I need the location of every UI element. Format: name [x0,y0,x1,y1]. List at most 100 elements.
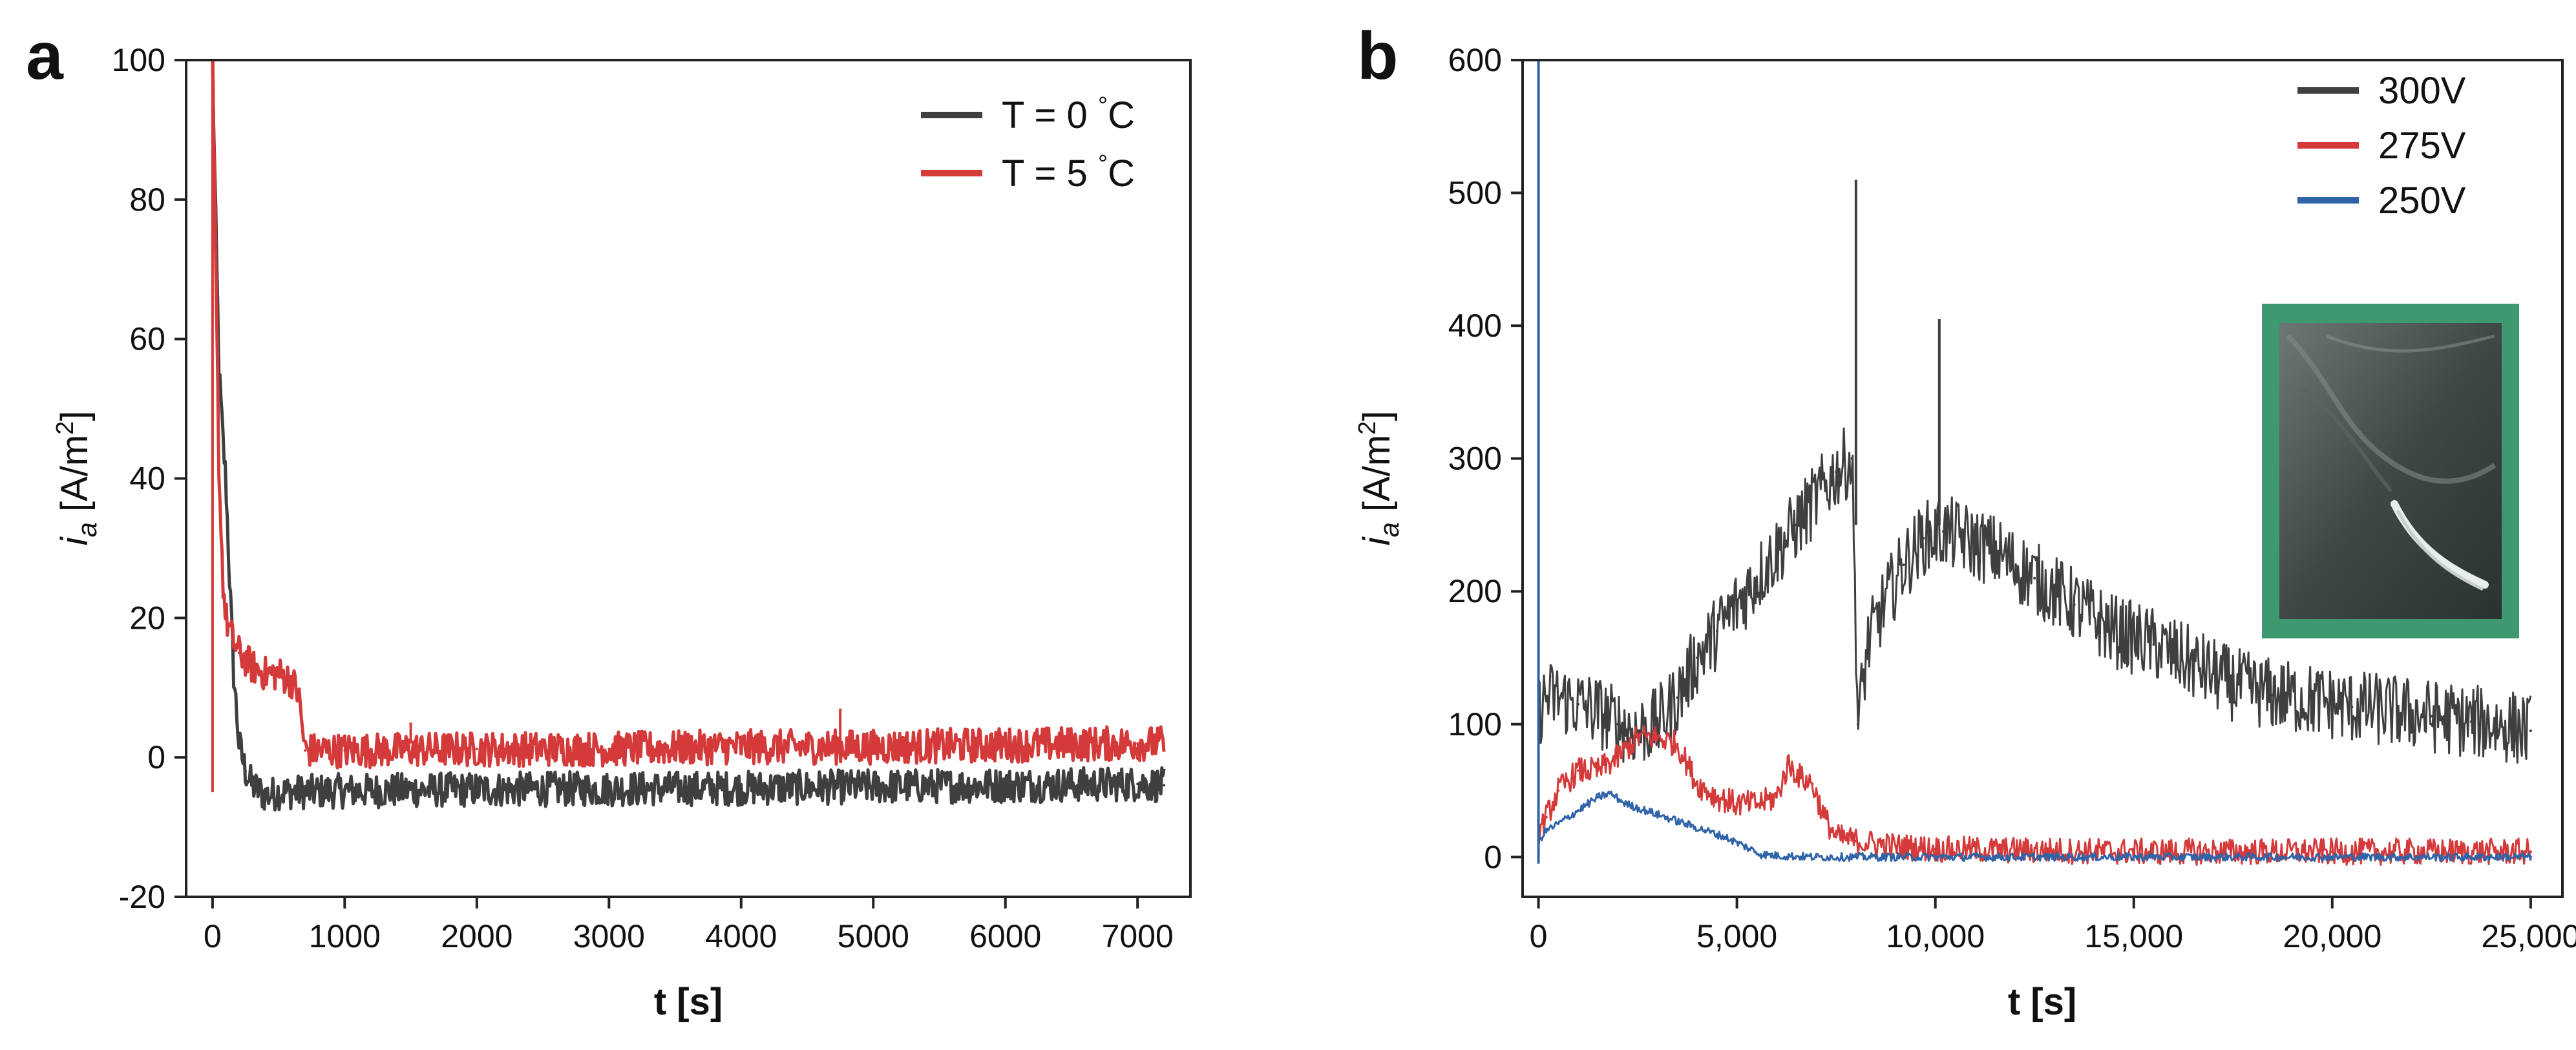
data-point [2113,629,2115,633]
data-point [739,786,743,790]
series-line [1538,790,2532,862]
data-point [1656,736,1659,739]
data-point [1163,742,1166,745]
data-point [228,582,231,585]
data-point [1676,742,1679,746]
data-point [1743,845,1746,848]
data-point [872,785,875,788]
data-point [1854,839,1857,843]
data-point [2033,576,2036,580]
data-point [475,748,478,751]
data-point [1664,815,1667,819]
data-point [1942,530,1945,533]
inset-crack-feature [2396,509,2484,591]
data-point [1902,563,1905,567]
x-tick-label: 3000 [573,918,645,954]
data-point [1755,803,1758,806]
data-point [1815,856,1818,859]
x-tick-label: 10,000 [1886,918,1985,954]
series-t-0-c [211,60,1166,812]
panel-b-y-axis-title: ia [A/m2] [1354,411,1404,546]
data-point [1735,803,1738,806]
panel-a-y-axis-title: ia [A/m2] [52,411,102,546]
inset-texture-ridge [2286,334,2497,484]
data-point [2390,709,2393,713]
y-tick-label: 500 [1448,175,1502,211]
data-point [1759,853,1762,856]
data-point [1545,815,1548,819]
y-tick-label: 40 [129,461,165,497]
data-point [1993,550,1996,553]
data-point [2350,706,2354,709]
x-tick-label: 5000 [838,918,909,954]
y-tick-label: 20 [129,600,165,636]
panel-b-legend: 300V 275V 250V [2297,70,2466,222]
panel-b-inset-micrograph [2262,304,2519,638]
data-point [1961,537,1965,540]
data-point [1636,736,1640,739]
data-point [1815,497,1818,500]
panel-b-letter: b [1357,19,1399,94]
data-point [304,749,306,752]
legend-a-label-0: T = 0 °C [1002,92,1135,136]
data-point [739,746,743,748]
panel-b: b 0 5,000 10,000 15,000 20,000 25,000 0 100 200… [1354,19,2576,1023]
data-point [1856,722,1859,726]
data-point [1696,782,1699,786]
data-point [1934,856,1937,859]
x-tick-label: 2000 [441,918,512,954]
data-point [872,746,875,748]
data-point [1136,742,1139,745]
x-tick-label: 15,000 [2084,918,2183,954]
data-point [1596,769,1599,772]
data-point [1557,822,1560,825]
data-point [1755,576,1758,580]
x-tick-label: 0 [204,918,222,954]
data-point [1882,603,1885,606]
data-point [1636,730,1640,733]
data-point [2330,856,2334,859]
data-point [1854,856,1857,859]
y-tick-label: 200 [1448,573,1502,609]
data-point [231,637,234,640]
data-point [1704,829,1707,832]
panel-b-x-axis-title: t [s] [2008,981,2076,1023]
data-point [251,784,254,787]
y-tick-label: 300 [1448,441,1502,477]
data-point [1624,803,1627,806]
x-tick-label: 7000 [1102,918,1174,954]
data-point [1775,795,1778,799]
data-point [222,442,225,445]
data-point [1724,835,1727,839]
panel-a: a 0 1000 2000 3000 4000 5000 6000 7000 -20 0 20 40… [26,19,1192,1023]
data-point [1922,537,1925,540]
data-point [1775,550,1778,553]
panel-a-letter: a [26,19,64,94]
data-point [1866,643,1870,646]
inset-texture-ridge [2299,386,2393,492]
data-point [1835,835,1838,839]
series-line [211,60,1166,770]
data-point [224,477,227,480]
series-300v [1537,427,2532,764]
series-line [211,60,1166,812]
data-point [1616,722,1620,726]
data-point [2013,849,2016,852]
data-point [1136,782,1139,786]
data-point [297,693,300,696]
data-point [607,787,611,790]
data-point [1850,457,1853,460]
data-point [1684,822,1687,825]
data-point [2529,850,2532,854]
data-point [2529,730,2532,733]
y-tick-label: 100 [112,42,165,78]
data-point [2152,643,2155,646]
data-point [2509,725,2513,728]
data-point [1609,792,1612,795]
data-point [1004,784,1007,787]
data-point [1004,743,1007,746]
data-point [214,233,216,236]
data-point [1557,696,1560,699]
series-line [1537,725,2532,866]
